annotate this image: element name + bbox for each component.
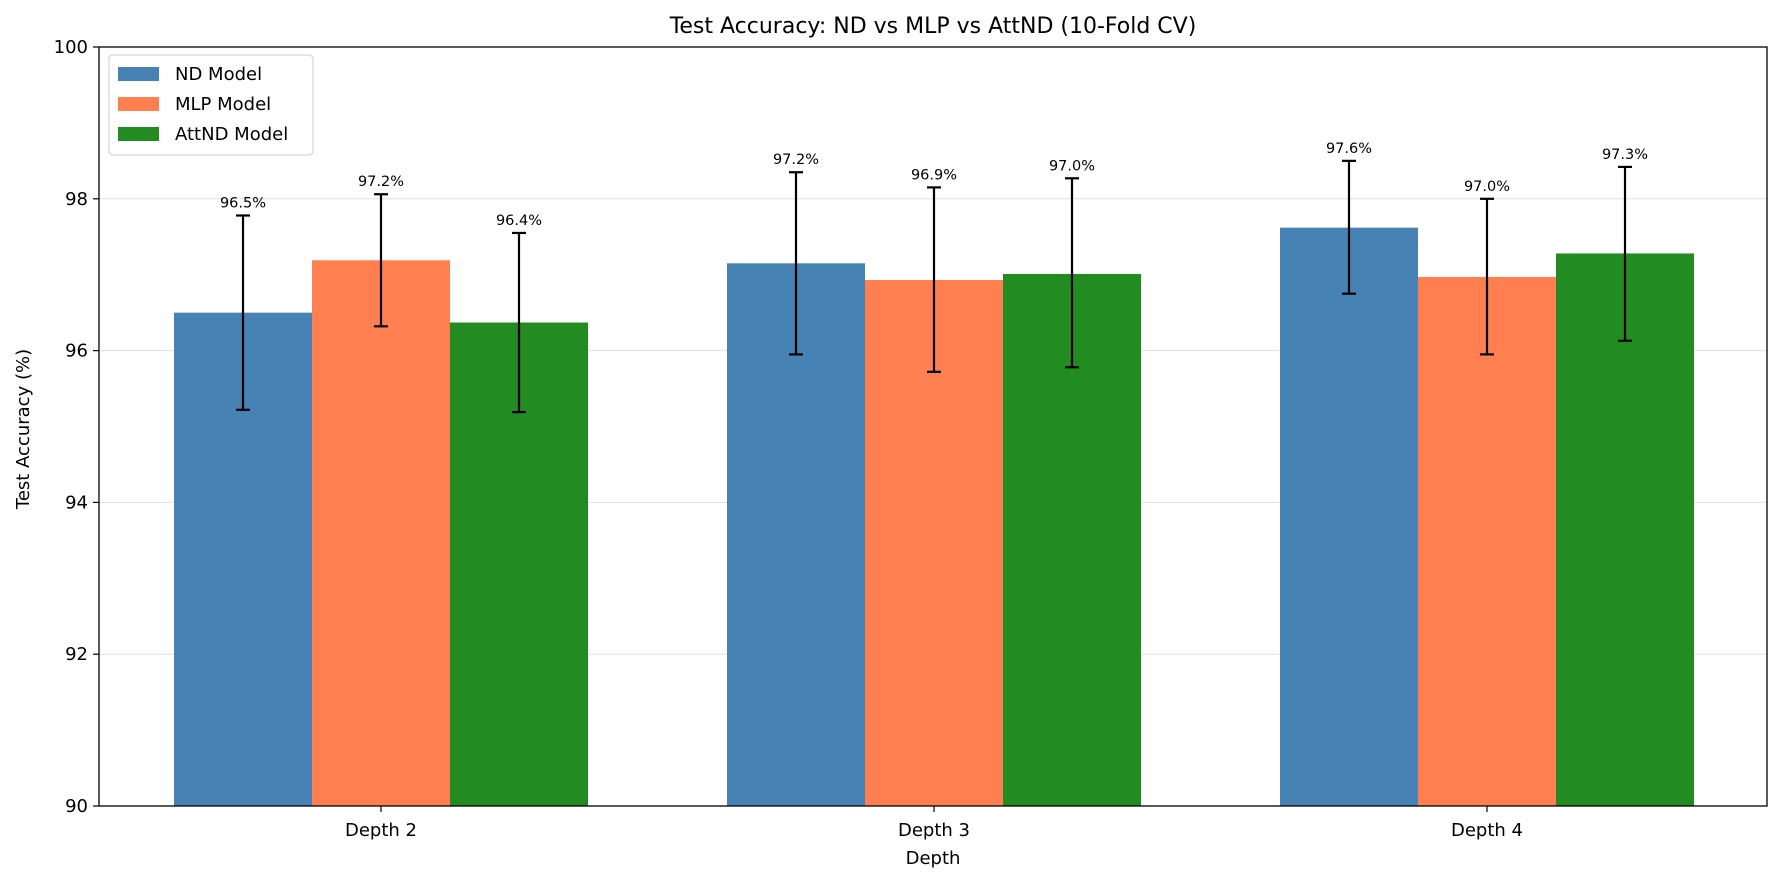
bar (312, 260, 450, 806)
data-label: 96.9% (911, 167, 957, 183)
y-tick-label: 92 (65, 644, 88, 665)
data-label: 97.0% (1049, 158, 1095, 174)
legend: ND Model MLP Model AttND Model (108, 54, 314, 156)
y-tick-label: 94 (65, 492, 88, 513)
y-axis-label: Test Accuracy (%) (13, 349, 34, 510)
chart-title: Test Accuracy: ND vs MLP vs AttND (10-Fo… (669, 14, 1197, 39)
y-axis: 90 92 94 96 98 100 (54, 37, 99, 817)
legend-swatch (118, 67, 159, 81)
x-tick-label: Depth 4 (1451, 820, 1523, 841)
y-tick-label: 90 (65, 796, 88, 817)
legend-label: AttND Model (175, 124, 288, 145)
legend-box (108, 54, 314, 156)
legend-swatch (118, 127, 159, 141)
x-tick-label: Depth 2 (345, 820, 417, 841)
data-labels: 96.5% 97.2% 96.4% 97.2% 96.9% 97.0% 97.6% 97.0%… (220, 141, 1648, 229)
data-label: 96.5% (220, 195, 266, 211)
plot-frame (98, 46, 1768, 807)
data-label: 96.4% (496, 213, 542, 229)
x-axis-label: Depth (906, 848, 961, 869)
bar (1556, 253, 1694, 806)
legend-label: MLP Model (175, 94, 271, 115)
bar (1280, 227, 1418, 807)
y-tick-label: 96 (65, 341, 88, 362)
data-label: 97.0% (1464, 179, 1510, 195)
data-label: 97.3% (1602, 147, 1648, 163)
legend-label: ND Model (175, 64, 262, 85)
error-bars (236, 159, 1632, 414)
bar (1418, 276, 1556, 806)
y-tick-label: 98 (65, 189, 88, 210)
legend-swatch (118, 97, 159, 111)
data-label: 97.2% (358, 174, 404, 190)
y-tick-label: 100 (54, 37, 88, 58)
x-axis: Depth 2 Depth 3 Depth 4 (345, 806, 1523, 841)
x-tick-label: Depth 3 (898, 820, 970, 841)
data-label: 97.6% (1326, 141, 1372, 157)
data-label: 97.2% (773, 152, 819, 168)
